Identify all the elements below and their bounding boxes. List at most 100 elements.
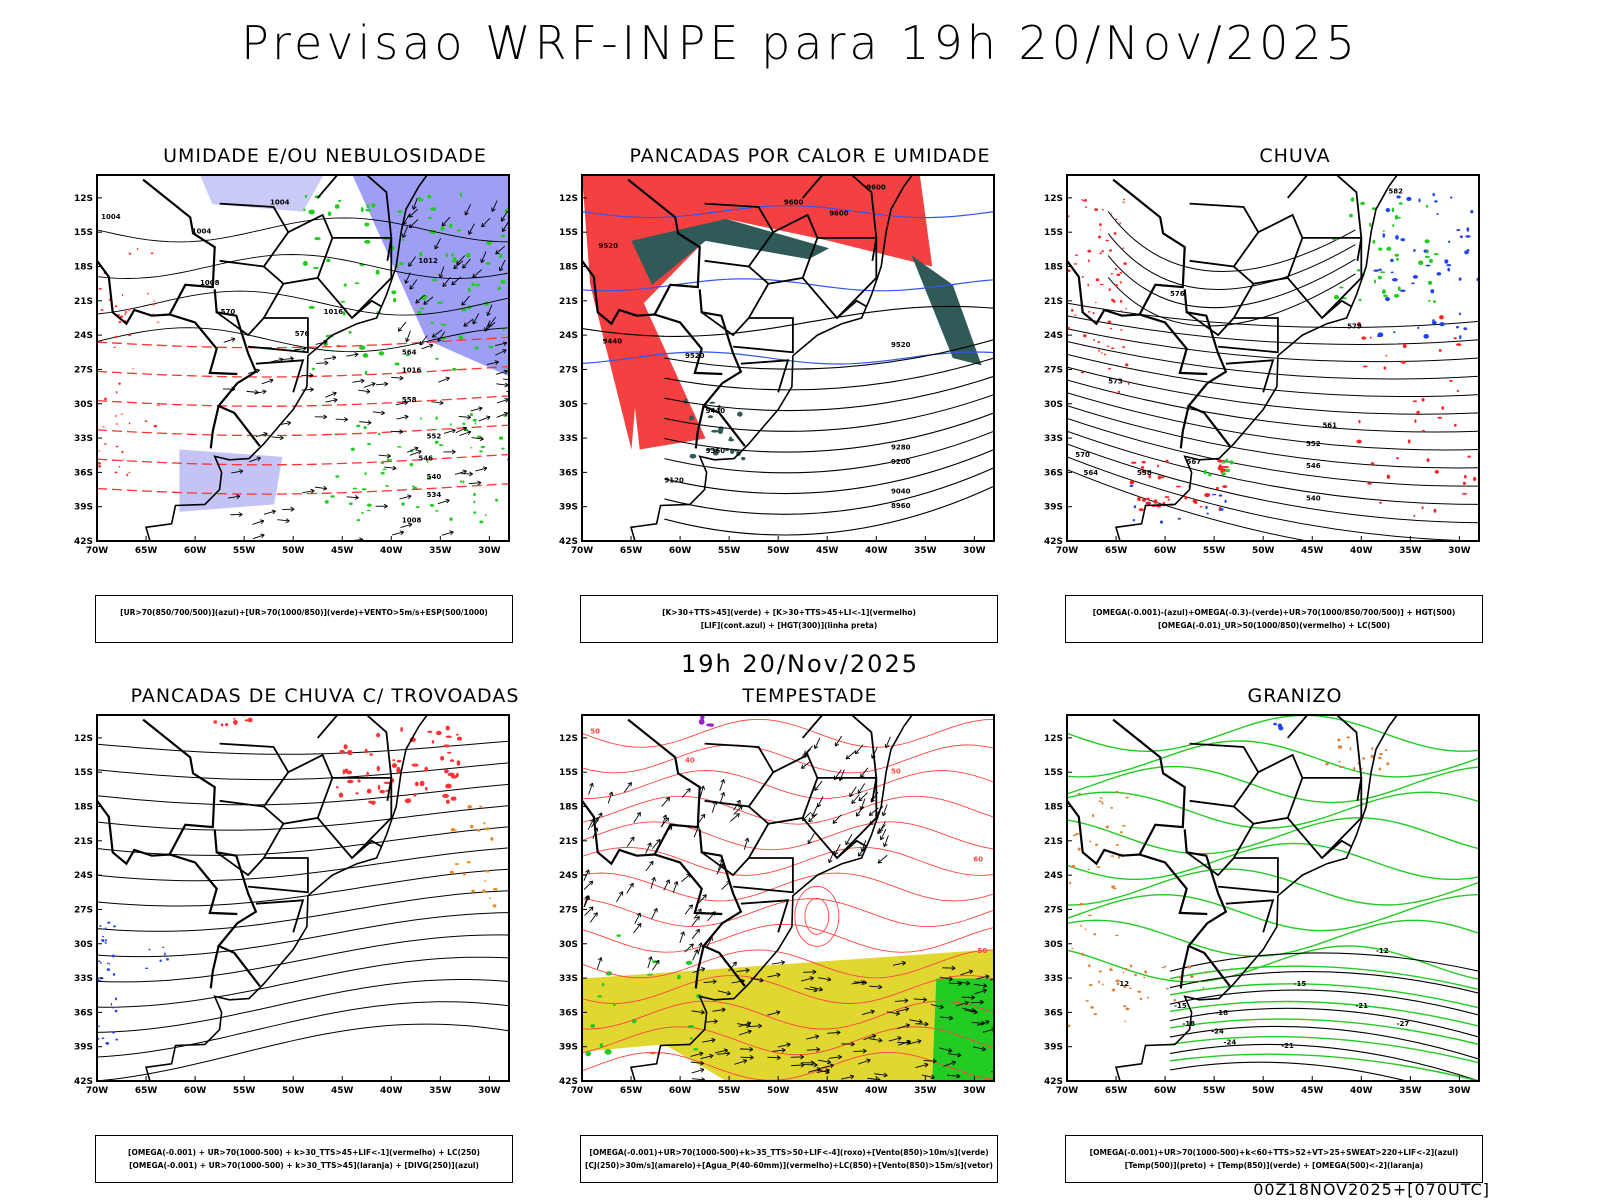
- rain-red: [1093, 339, 1096, 341]
- wind-vector: [228, 495, 241, 499]
- wind-vector-head: [700, 1009, 705, 1015]
- rain-red: [1080, 371, 1085, 374]
- contour-label: 9280: [891, 444, 911, 452]
- omega-orange: [1362, 757, 1366, 760]
- wind-vector-head: [462, 264, 467, 269]
- contour-label: 570: [221, 308, 236, 316]
- lon-tick-label: 30W: [963, 546, 986, 556]
- wind-vector: [495, 370, 508, 375]
- coastline: [582, 175, 927, 541]
- low-humidity-green: [366, 503, 372, 507]
- temp850-contour: [1067, 919, 1479, 957]
- divergence-blue: [111, 954, 115, 958]
- wind-vector: [896, 1008, 909, 1013]
- wind-vector-head: [397, 327, 403, 332]
- wind-vector-head: [866, 1058, 871, 1064]
- wind-vector: [464, 204, 471, 216]
- thunder-orange: [467, 804, 472, 809]
- low-center-contour: [794, 885, 840, 947]
- omega-orange: [1093, 933, 1097, 936]
- omega-orange: [1088, 964, 1091, 968]
- low-humidity-green: [354, 282, 360, 285]
- wind-vector: [731, 980, 745, 984]
- contour-label: 564: [1083, 469, 1098, 477]
- wind-vector: [804, 745, 813, 755]
- wind-vector-head: [286, 420, 292, 426]
- rain-blue: [1432, 192, 1436, 197]
- wind-vector: [839, 769, 845, 781]
- wind-vector-head: [924, 1062, 929, 1068]
- omega-orange: [1096, 866, 1101, 868]
- wind-vector-head: [884, 743, 890, 749]
- wind-vector: [633, 923, 642, 934]
- rain-red: [1422, 429, 1425, 433]
- thunder-orange: [478, 805, 483, 808]
- wind-vector-head: [850, 1041, 855, 1047]
- wind-vector-head: [432, 333, 437, 338]
- lat-tick-label: 39S: [559, 1043, 578, 1053]
- wind-vector-head: [262, 389, 267, 395]
- temp850-contour: [1067, 817, 1479, 855]
- rain-red: [1222, 485, 1228, 489]
- thunder-red: [427, 730, 433, 733]
- lat-tick-label: 27S: [1044, 905, 1063, 915]
- thunder-red: [445, 735, 452, 738]
- lat-tick-label: 21S: [559, 837, 578, 847]
- omega-orange: [1085, 1000, 1089, 1002]
- low-humidity-green: [474, 422, 477, 425]
- wind-vector: [733, 805, 743, 815]
- temp850-contour: [1067, 740, 1479, 778]
- thunder-orange: [466, 861, 471, 864]
- omega-orange: [1166, 987, 1169, 990]
- water-contour: [582, 821, 994, 851]
- lon-tick-label: 65W: [1105, 1086, 1128, 1096]
- wind-vector-head: [629, 882, 634, 888]
- wind-vector: [863, 1034, 876, 1041]
- wind-vector: [501, 221, 509, 232]
- wind-area-green: [585, 1051, 592, 1057]
- red-speckle: [156, 404, 160, 406]
- wind-vector-head: [877, 829, 882, 835]
- divergence-blue: [99, 925, 102, 927]
- omega-orange: [1325, 762, 1329, 766]
- height-contour: [1067, 405, 1479, 469]
- omega-orange: [1115, 934, 1119, 937]
- rain-red: [1472, 476, 1477, 481]
- contour-label: 60: [973, 855, 983, 863]
- omega-orange: [1075, 833, 1080, 836]
- wind-vector: [261, 379, 274, 385]
- wind-vector-head: [868, 811, 874, 816]
- low-humidity-green: [469, 413, 473, 417]
- red-speckle: [128, 472, 131, 474]
- state-border: [1218, 317, 1279, 354]
- contour-label: 579: [1347, 323, 1362, 331]
- thunder-orange: [489, 897, 491, 899]
- legend-line: [OMEGA(-0.001) + UR>70(1000-500) + k>30_…: [129, 1161, 479, 1170]
- lon-tick-label: 35W: [1399, 546, 1422, 556]
- wind-vector-head: [979, 999, 984, 1005]
- omega-orange: [1173, 998, 1177, 1002]
- wind-vector: [487, 304, 493, 316]
- wind-vector: [684, 943, 694, 953]
- thunder-red: [364, 748, 368, 754]
- wind-vector: [494, 342, 507, 347]
- wind-vector-head: [594, 817, 599, 822]
- rain-red: [1400, 360, 1406, 364]
- rain-red: [1073, 314, 1077, 316]
- low-humidity-green: [479, 450, 484, 453]
- rain-blue: [1425, 264, 1431, 267]
- water-contour: [582, 795, 994, 825]
- rain-blue: [1129, 484, 1134, 488]
- thickness-contour: [97, 483, 509, 495]
- omega-orange: [1187, 965, 1192, 969]
- omega-orange: [1124, 1020, 1126, 1023]
- rain-red: [1074, 254, 1079, 256]
- state-border: [283, 753, 334, 825]
- thunder-red: [376, 765, 380, 772]
- wind-area-green: [689, 1037, 693, 1040]
- wind-vector-head: [699, 1067, 705, 1073]
- rain-red: [1087, 311, 1091, 313]
- lat-tick-label: 12S: [559, 734, 578, 744]
- rain-blue: [1418, 198, 1421, 203]
- rain-green: [1386, 246, 1392, 251]
